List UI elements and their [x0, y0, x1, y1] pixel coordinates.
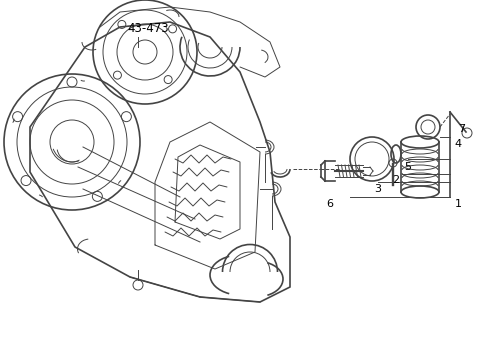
- Text: 3: 3: [374, 184, 382, 194]
- Text: 43-473: 43-473: [127, 22, 169, 35]
- Text: 4: 4: [455, 139, 462, 149]
- Text: 2: 2: [393, 175, 399, 185]
- Text: 5: 5: [405, 162, 411, 172]
- Text: 7: 7: [458, 124, 466, 134]
- Text: 6: 6: [326, 199, 334, 209]
- Text: 1: 1: [455, 199, 461, 209]
